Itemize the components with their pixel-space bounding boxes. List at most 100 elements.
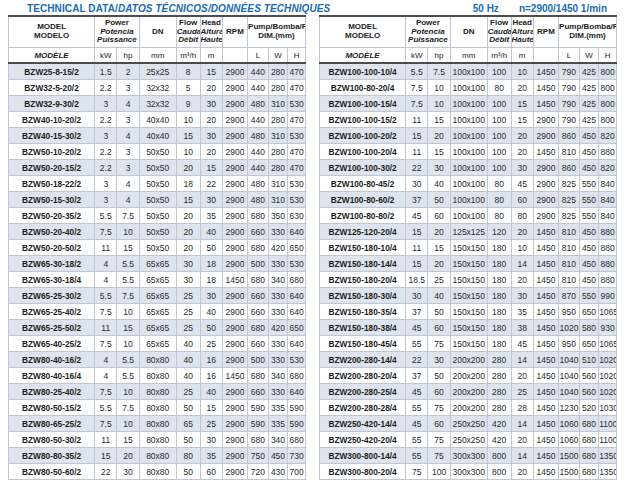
value-cell: 2900 xyxy=(222,304,247,320)
value-cell: 40 xyxy=(200,224,222,240)
value-cell: 1450 xyxy=(533,224,558,240)
value-cell: 280 xyxy=(268,160,287,176)
table-row: BZW50-20-40/27.51050x5020402900660330640 xyxy=(9,224,306,240)
table-row: BZW100-100-30/22230100x10010030290086045… xyxy=(320,160,617,176)
value-cell: 2900 xyxy=(533,176,558,192)
table-row: BZW300-800-14/45575300x30080014145015006… xyxy=(320,448,617,464)
value-cell: 22 xyxy=(95,464,117,480)
speed-label: n=2900/1450 1/min xyxy=(519,3,607,14)
value-cell: 11 xyxy=(95,432,117,448)
value-cell: 1450 xyxy=(533,96,558,112)
value-cell: 30 xyxy=(200,96,222,112)
value-cell: 50 xyxy=(200,240,222,256)
value-cell: 60 xyxy=(200,464,222,480)
value-cell: 100x100 xyxy=(450,80,487,96)
value-cell: 820 xyxy=(599,160,617,176)
value-cell: 330 xyxy=(268,288,287,304)
value-cell: 80 xyxy=(487,176,511,192)
value-cell: 15 xyxy=(406,128,428,144)
value-cell: 50 xyxy=(200,320,222,336)
model-cell: BZW80-50-60/2 xyxy=(9,464,95,480)
unit-m: m xyxy=(200,48,222,64)
value-cell: 35 xyxy=(200,208,222,224)
value-cell: 1450 xyxy=(533,63,558,80)
value-cell: 20 xyxy=(200,144,222,160)
value-cell: 250x250 xyxy=(450,432,487,448)
model-cell: BZW300-800-14/4 xyxy=(320,448,406,464)
value-cell: 5.5 xyxy=(95,400,117,416)
value-cell: 680 xyxy=(579,416,598,432)
value-cell: 1450 xyxy=(222,368,247,384)
value-cell: 1065 xyxy=(599,336,617,352)
value-cell: 5.5 xyxy=(117,256,139,272)
unit-h: H xyxy=(599,48,617,64)
value-cell: 100x100 xyxy=(450,160,487,176)
table-row: BZW65-30-18/245.565x6530182900500330530 xyxy=(9,256,306,272)
value-cell: 425 xyxy=(579,63,598,80)
value-cell: 20 xyxy=(428,256,450,272)
value-cell: 790 xyxy=(559,80,580,96)
model-cell: BZW200-280-14/4 xyxy=(320,352,406,368)
value-cell: 330 xyxy=(268,336,287,352)
value-cell: 20 xyxy=(511,464,533,480)
value-cell: 20 xyxy=(511,368,533,384)
value-cell: 7.5 xyxy=(406,80,428,96)
value-cell: 65x65 xyxy=(139,272,176,288)
value-cell: 50x50 xyxy=(139,192,176,208)
value-cell: 660 xyxy=(248,224,269,240)
value-cell: 840 xyxy=(599,176,617,192)
value-cell: 45 xyxy=(406,208,428,224)
value-cell: 650 xyxy=(288,240,306,256)
value-cell: 25x25 xyxy=(139,63,176,80)
value-cell: 330 xyxy=(268,352,287,368)
unit-mm: mm xyxy=(450,48,487,64)
value-cell: 65 xyxy=(176,416,200,432)
head-header: HeadAlturaHauteur xyxy=(200,16,222,48)
value-cell: 100x100 xyxy=(450,63,487,80)
value-cell: 730 xyxy=(288,448,306,464)
value-cell: 650 xyxy=(288,320,306,336)
value-cell: 480 xyxy=(248,128,269,144)
value-cell: 280 xyxy=(487,352,511,368)
table-row: BZW300-800-20/475100300x3008002014501500… xyxy=(320,464,617,480)
value-cell: 300x300 xyxy=(450,448,487,464)
table-row: BZW100-100-15/21115100x10010015290079042… xyxy=(320,112,617,128)
value-cell: 35 xyxy=(200,448,222,464)
value-cell: 810 xyxy=(559,256,580,272)
value-cell: 15 xyxy=(406,224,428,240)
value-cell: 880 xyxy=(599,144,617,160)
value-cell: 680 xyxy=(248,368,269,384)
value-cell: 1040 xyxy=(559,368,580,384)
value-cell: 22 xyxy=(200,176,222,192)
value-cell: 790 xyxy=(559,96,580,112)
table-row: BZW150-180-45/45575150x15018045145095065… xyxy=(320,336,617,352)
table-row: BZW200-280-14/42230200x20028014145010405… xyxy=(320,352,617,368)
value-cell: 150x150 xyxy=(450,256,487,272)
value-cell: 330 xyxy=(268,304,287,320)
value-cell: 15 xyxy=(176,192,200,208)
value-cell: 15 xyxy=(117,320,139,336)
value-cell: 3 xyxy=(95,128,117,144)
table-row: BZW80-65-25/27.51080x8065252900590335590 xyxy=(9,416,306,432)
value-cell: 37 xyxy=(406,192,428,208)
value-cell: 800 xyxy=(599,112,617,128)
table-row: BZW150-180-38/44560150x15018038145010205… xyxy=(320,320,617,336)
value-cell: 2.2 xyxy=(95,160,117,176)
model-cell: BZW100-100-15/2 xyxy=(320,112,406,128)
value-cell: 4 xyxy=(95,256,117,272)
value-cell: 100 xyxy=(487,112,511,128)
value-cell: 32x32 xyxy=(139,96,176,112)
value-cell: 680 xyxy=(579,448,598,464)
value-cell: 420 xyxy=(268,240,287,256)
value-cell: 60 xyxy=(428,384,450,400)
model-header: MODELMODELO xyxy=(320,16,406,48)
table-row: BZW50-15-30/23450x5015302900480310530 xyxy=(9,192,306,208)
value-cell: 2900 xyxy=(222,112,247,128)
value-cell: 520 xyxy=(579,400,598,416)
value-cell: 300x300 xyxy=(450,464,487,480)
value-cell: 10 xyxy=(117,224,139,240)
value-cell: 20 xyxy=(428,128,450,144)
value-cell: 660 xyxy=(248,304,269,320)
value-cell: 14 xyxy=(511,416,533,432)
value-cell: 680 xyxy=(288,368,306,384)
